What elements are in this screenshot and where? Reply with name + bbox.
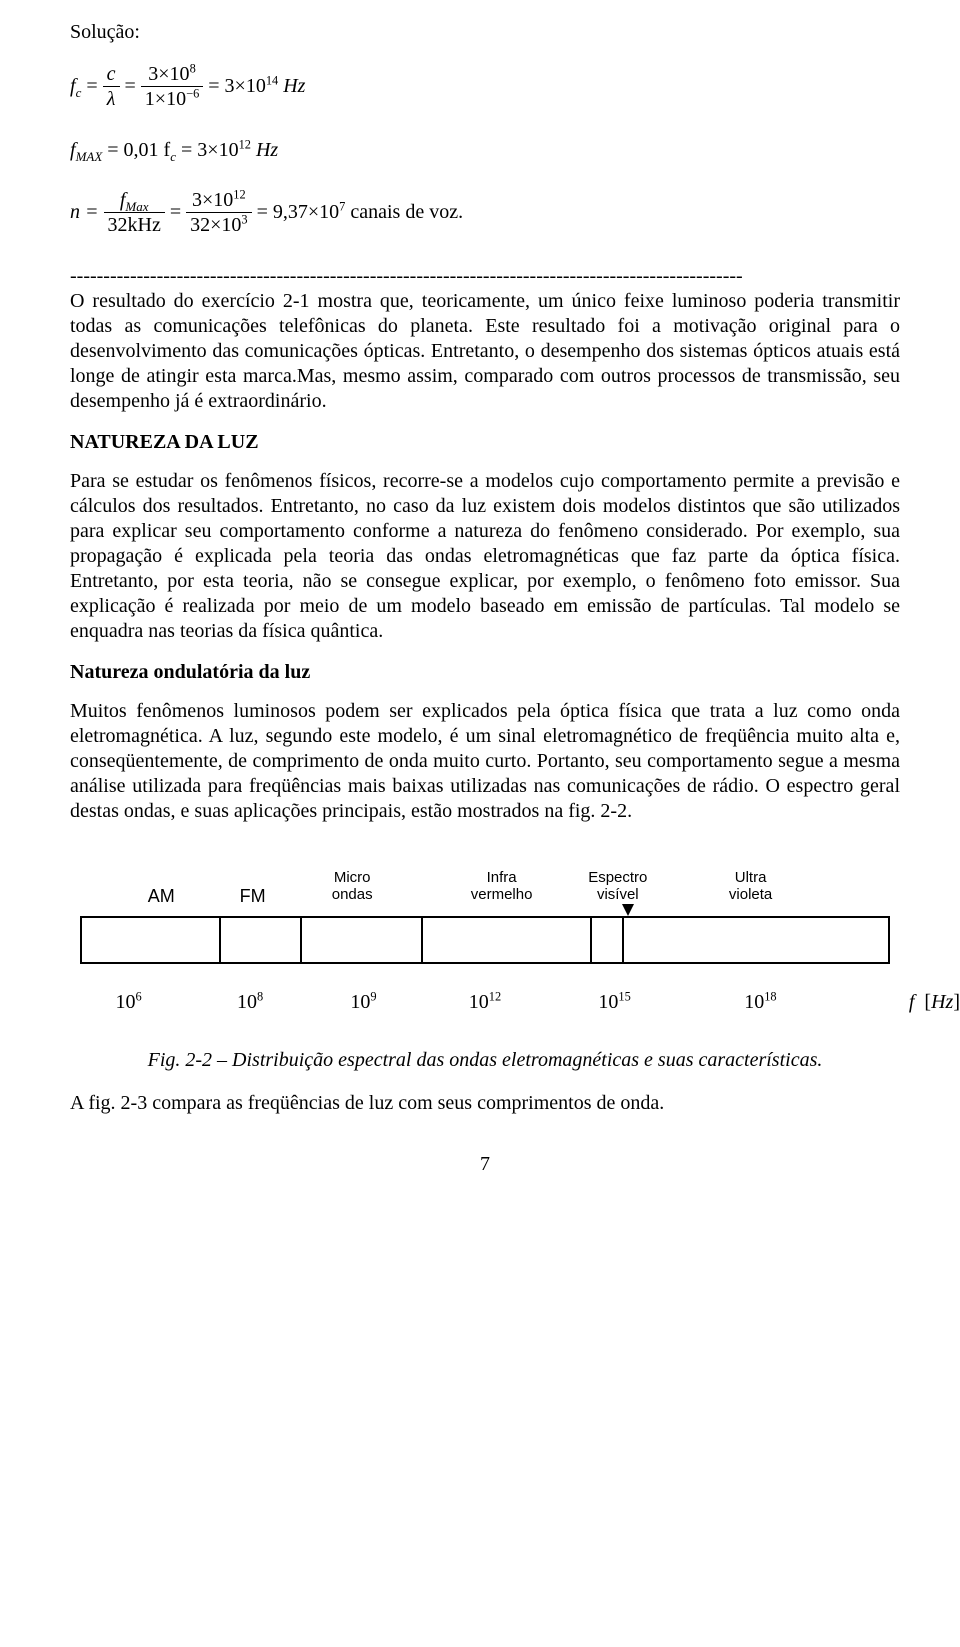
axis-label: f [Hz] — [909, 990, 960, 1015]
arrow-down-icon — [622, 904, 634, 916]
separator-dashes: ----------------------------------------… — [70, 264, 900, 289]
paragraph-natureza-da-luz: Para se estudar os fenômenos físicos, re… — [70, 469, 900, 644]
equation-fc: fc = c λ = 3×108 1×10−6 = 3×1014 Hz — [70, 63, 900, 112]
spectrum-band-label: AM — [148, 886, 175, 906]
heading-natureza-ondulatoria: Natureza ondulatória da luz — [70, 660, 900, 685]
axis-tick: 108 — [237, 990, 263, 1015]
spectrum-band-label: Ultravioleta — [729, 870, 772, 904]
solution-label: Solução: — [70, 20, 900, 45]
spectrum-divider — [300, 916, 302, 964]
spectrum-divider — [622, 916, 624, 964]
axis-tick: 109 — [350, 990, 376, 1015]
eq1-frac1: c λ — [103, 63, 120, 112]
spectrum-band-label: FM — [240, 886, 266, 906]
spectrum-divider — [590, 916, 592, 964]
paragraph-fig23-intro: A fig. 2-3 compara as freqüências de luz… — [70, 1091, 900, 1116]
eq3-frac1: fMax 32kHz — [104, 189, 165, 238]
axis-tick: 1018 — [744, 990, 776, 1015]
eq3-frac2: 3×1012 32×103 — [186, 189, 251, 238]
eq1-lhs: fc — [70, 75, 81, 97]
spectrum-band-label: Infravermelho — [471, 870, 533, 904]
paragraph-natureza-ondulatoria: Muitos fenômenos luminosos podem ser exp… — [70, 699, 900, 824]
spectrum-band-label: Espectrovisível — [588, 870, 647, 904]
spectrum-divider — [219, 916, 221, 964]
spectrum-bar — [80, 916, 890, 964]
equation-n: n = fMax 32kHz = 3×1012 32×103 = 9,37×10… — [70, 189, 900, 238]
equation-fmax: fMAX = 0,01 fc = 3×1012 Hz — [70, 138, 900, 163]
eq1-frac2: 3×108 1×10−6 — [141, 63, 203, 112]
heading-natureza-da-luz: NATUREZA DA LUZ — [70, 430, 900, 455]
page-number: 7 — [70, 1152, 900, 1177]
figure-spectrum: AM FM Microondas Infravermelho Espectrovisív… — [70, 856, 900, 1024]
spectrum-divider — [421, 916, 423, 964]
axis-tick: 1015 — [598, 990, 630, 1015]
axis-tick: 106 — [115, 990, 141, 1015]
figure-caption: Fig. 2-2 – Distribuição espectral das on… — [70, 1048, 900, 1073]
spectrum-axis: f [Hz] 106108109101210151018 — [80, 990, 890, 1024]
axis-tick: 1012 — [469, 990, 501, 1015]
eq1-unit: Hz — [278, 75, 305, 97]
spectrum-band-label: Microondas — [332, 870, 373, 904]
paragraph-result-discussion: O resultado do exercício 2-1 mostra que,… — [70, 289, 900, 414]
